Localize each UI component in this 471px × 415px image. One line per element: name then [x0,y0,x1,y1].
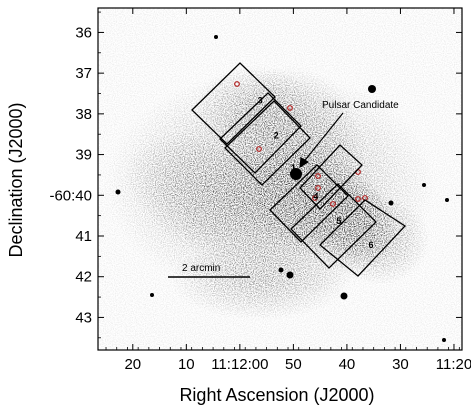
extraction-regions [191,62,407,277]
region-label-5: 5 [336,216,341,226]
point-source [340,292,348,300]
diffuse-emission [98,8,462,350]
y-tick-label: 41 [75,228,92,245]
point-source [278,267,284,273]
region-label-2: 2 [274,130,279,140]
y-tick-label: 43 [75,309,92,326]
region-4-box [269,164,349,243]
pulsar-candidate-arrow [299,112,344,169]
x-tick-label: 50 [285,356,302,373]
point-source [286,271,294,279]
x-axis-title: Right Ascension (J2000) [179,385,374,405]
region-3-box [191,62,276,145]
point-source [368,85,376,93]
pulsar-candidate-label: Pulsar Candidate [322,100,399,111]
region-label-6: 6 [368,240,373,250]
region-label-4: 4 [313,191,318,201]
point-source [445,198,449,202]
point-source [388,200,394,206]
region-5-box [290,183,377,269]
x-tick-label: 11:12:00 [211,356,268,373]
y-axis-title: Declination (J2000) [6,102,26,257]
scale-bar-label: 2 arcmin [182,263,220,274]
y-tick-label: 42 [75,269,92,286]
pulsar-candidate-source [290,168,302,180]
x-tick-label: 10 [178,356,195,373]
point-source [214,35,218,39]
region-4-inner-box [299,144,363,210]
y-tick-label: 39 [75,147,92,164]
region-2-box [219,92,302,174]
region-1-box [224,100,311,186]
y-tick-label: -60:40 [49,187,92,204]
y-tick-label: 37 [75,65,92,82]
point-source [422,183,426,187]
region-label-1: 1 [291,163,296,173]
point-sources [115,35,449,342]
point-source [150,293,154,297]
x-tick-label: 20 [124,356,141,373]
x-tick-label: 11:20 [436,356,471,373]
x-tick-label: 30 [392,356,409,373]
region-label-3: 3 [258,96,263,106]
x-tick-label: 40 [339,356,356,373]
y-tick-label: 38 [75,106,92,123]
point-source [115,189,121,195]
plot-frame [97,7,463,351]
region-6-box [319,199,407,277]
point-source [442,338,446,342]
x-axis: 20 10 11:12:00 50 40 30 11:20 [105,8,471,373]
y-tick-label: 36 [75,24,92,41]
